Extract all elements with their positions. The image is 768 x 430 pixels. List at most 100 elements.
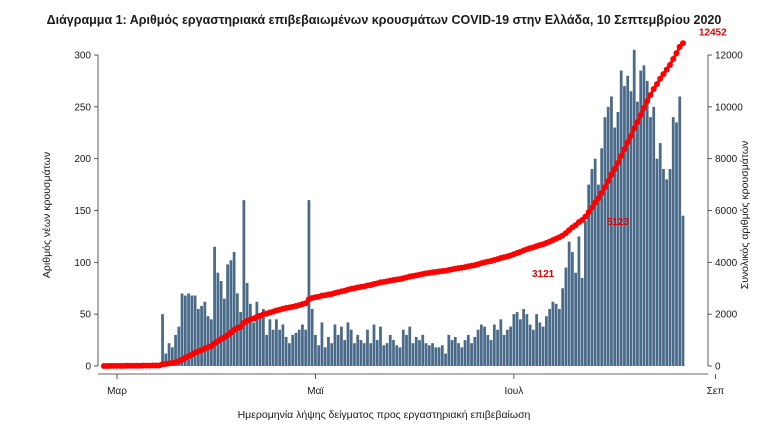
daily-case-bar xyxy=(190,295,194,366)
daily-case-bar xyxy=(509,326,512,366)
daily-case-bar xyxy=(222,298,226,366)
daily-case-bar xyxy=(577,236,581,366)
daily-case-bar xyxy=(600,148,604,366)
daily-case-bar xyxy=(349,329,353,366)
daily-case-bar xyxy=(213,246,216,366)
daily-case-bar xyxy=(671,117,675,366)
cumulative-annotation: 12452 xyxy=(699,27,727,38)
daily-case-bar xyxy=(369,343,373,366)
daily-case-bar xyxy=(665,179,669,366)
daily-case-bar xyxy=(375,340,379,366)
daily-case-bar xyxy=(619,70,623,367)
daily-case-bar xyxy=(336,334,340,366)
daily-case-bar xyxy=(193,295,197,366)
daily-case-bar xyxy=(636,101,639,367)
daily-case-bar xyxy=(382,345,386,366)
daily-case-bar xyxy=(431,343,434,366)
y-right-tick-label: 4000 xyxy=(715,258,738,269)
daily-case-bar xyxy=(450,340,454,366)
daily-case-bar xyxy=(304,329,308,366)
cumulative-point xyxy=(582,213,589,220)
cumulative-point xyxy=(663,66,670,73)
daily-case-bar xyxy=(613,127,617,366)
daily-case-bar xyxy=(421,334,425,366)
y-right-tick-label: 8000 xyxy=(715,154,738,165)
x-tick-label: Μαρ xyxy=(107,386,127,397)
cumulative-point xyxy=(618,152,625,159)
x-axis-title: Ημερομηνία λήψης δείγματος προς εργαστηρ… xyxy=(238,409,531,421)
daily-case-bar xyxy=(437,347,441,366)
y-left-tick-label: 200 xyxy=(74,154,91,165)
daily-case-bar xyxy=(255,301,259,366)
daily-case-bar xyxy=(278,329,282,366)
daily-case-bar xyxy=(226,264,229,366)
daily-case-bar xyxy=(262,308,265,366)
daily-case-bar xyxy=(476,329,480,366)
daily-case-bar xyxy=(323,347,327,366)
daily-case-bar xyxy=(639,70,643,367)
cumulative-point xyxy=(601,184,608,191)
daily-case-bar xyxy=(525,314,529,366)
cumulative-point xyxy=(624,139,631,146)
daily-case-bar xyxy=(580,277,584,366)
cumulative-point xyxy=(653,81,660,88)
daily-case-bar xyxy=(291,334,295,366)
daily-case-bar xyxy=(288,343,291,366)
cumulative-point xyxy=(670,56,677,63)
daily-case-bar xyxy=(405,334,408,366)
daily-case-bar xyxy=(571,251,574,366)
daily-case-bar xyxy=(567,241,571,366)
cumulative-point xyxy=(640,104,647,111)
cumulative-annotation: 3121 xyxy=(532,269,555,280)
daily-case-bar xyxy=(427,345,431,366)
y-left-tick-label: 100 xyxy=(74,258,91,269)
cumulative-point xyxy=(621,146,628,153)
daily-case-bar xyxy=(388,334,392,366)
daily-case-bar xyxy=(366,329,369,366)
daily-case-bar xyxy=(167,343,171,366)
daily-case-bar xyxy=(457,343,460,366)
cumulative-point xyxy=(237,323,244,330)
x-tick-label: Ιουλ xyxy=(504,386,523,397)
daily-case-bar xyxy=(658,143,662,366)
daily-case-bar xyxy=(340,326,343,366)
cumulative-point xyxy=(657,75,664,82)
daily-case-bar xyxy=(548,308,552,366)
cumulative-point xyxy=(680,40,686,47)
daily-case-bar xyxy=(486,334,490,366)
daily-case-bar xyxy=(453,336,457,366)
daily-case-bar xyxy=(398,347,402,366)
daily-case-bar xyxy=(528,324,532,366)
daily-case-bar xyxy=(515,312,519,366)
cumulative-point xyxy=(673,50,680,57)
daily-case-bar xyxy=(463,340,467,366)
daily-case-bar xyxy=(183,295,187,366)
daily-case-bar xyxy=(372,324,376,366)
daily-case-bar xyxy=(466,334,470,366)
daily-case-bar xyxy=(545,316,548,366)
y-left-tick-label: 300 xyxy=(74,51,91,62)
daily-case-bar xyxy=(252,322,256,366)
daily-case-bar xyxy=(479,324,483,366)
x-tick-label: Μαϊ xyxy=(307,386,324,397)
cumulative-point xyxy=(627,132,634,139)
daily-case-bar xyxy=(294,332,298,366)
daily-case-bar xyxy=(353,343,356,366)
cumulative-point xyxy=(592,199,599,206)
daily-case-bar xyxy=(307,200,311,366)
daily-case-bar xyxy=(535,314,538,366)
daily-case-bar xyxy=(411,343,415,366)
daily-case-bar xyxy=(362,343,366,366)
daily-case-bar xyxy=(424,343,428,366)
daily-case-bar xyxy=(200,305,203,366)
daily-case-bar xyxy=(518,319,522,366)
daily-case-bar xyxy=(655,158,659,366)
y-axis-left-title: Αριθμός νέων κρουσμάτων xyxy=(41,152,53,278)
x-tick-label: Σεπ xyxy=(707,386,725,397)
daily-case-bar xyxy=(502,334,506,366)
daily-case-bar xyxy=(629,91,633,366)
daily-case-bar xyxy=(265,334,269,366)
daily-case-bar xyxy=(174,334,177,366)
cumulative-point xyxy=(650,86,657,93)
daily-case-bar xyxy=(678,96,682,366)
